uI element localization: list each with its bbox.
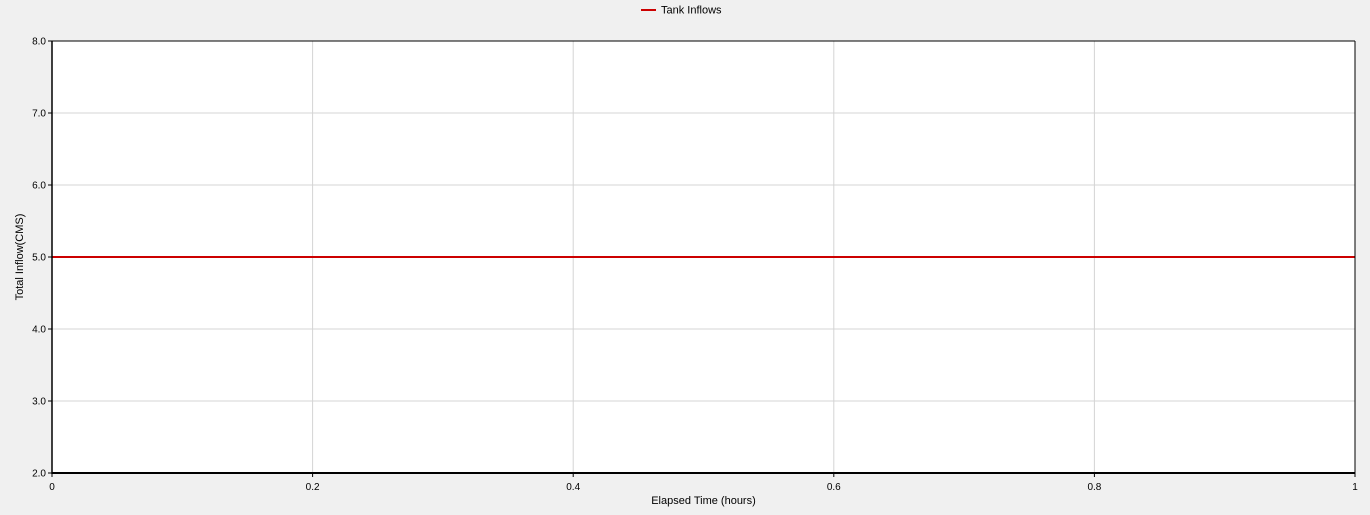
x-tick-label: 0: [49, 482, 55, 493]
y-tick-label: 5.0: [32, 253, 46, 264]
y-tick-label: 6.0: [32, 181, 46, 192]
legend-label: Tank Inflows: [661, 5, 722, 17]
x-tick-label: 0.6: [827, 482, 841, 493]
y-tick-label: 3.0: [32, 397, 46, 408]
y-axis-title: Total Inflow(CMS): [14, 214, 26, 301]
x-tick-label: 0.8: [1087, 482, 1101, 493]
y-tick-label: 2.0: [32, 469, 46, 480]
legend: Tank Inflows: [641, 5, 722, 17]
y-tick-label: 7.0: [32, 109, 46, 120]
axes: [48, 40, 1356, 477]
x-tick-label: 0.2: [306, 482, 320, 493]
x-tick-labels: 0 0.2 0.4 0.6 0.8 1: [49, 482, 1358, 493]
x-tick-label: 0.4: [566, 482, 580, 493]
y-tick-label: 8.0: [32, 37, 46, 48]
y-tick-label: 4.0: [32, 325, 46, 336]
y-tick-labels: 2.0 3.0 4.0 5.0 6.0 7.0 8.0: [32, 37, 46, 480]
x-tick-label: 1: [1352, 482, 1358, 493]
x-axis-title: Elapsed Time (hours): [651, 495, 756, 507]
